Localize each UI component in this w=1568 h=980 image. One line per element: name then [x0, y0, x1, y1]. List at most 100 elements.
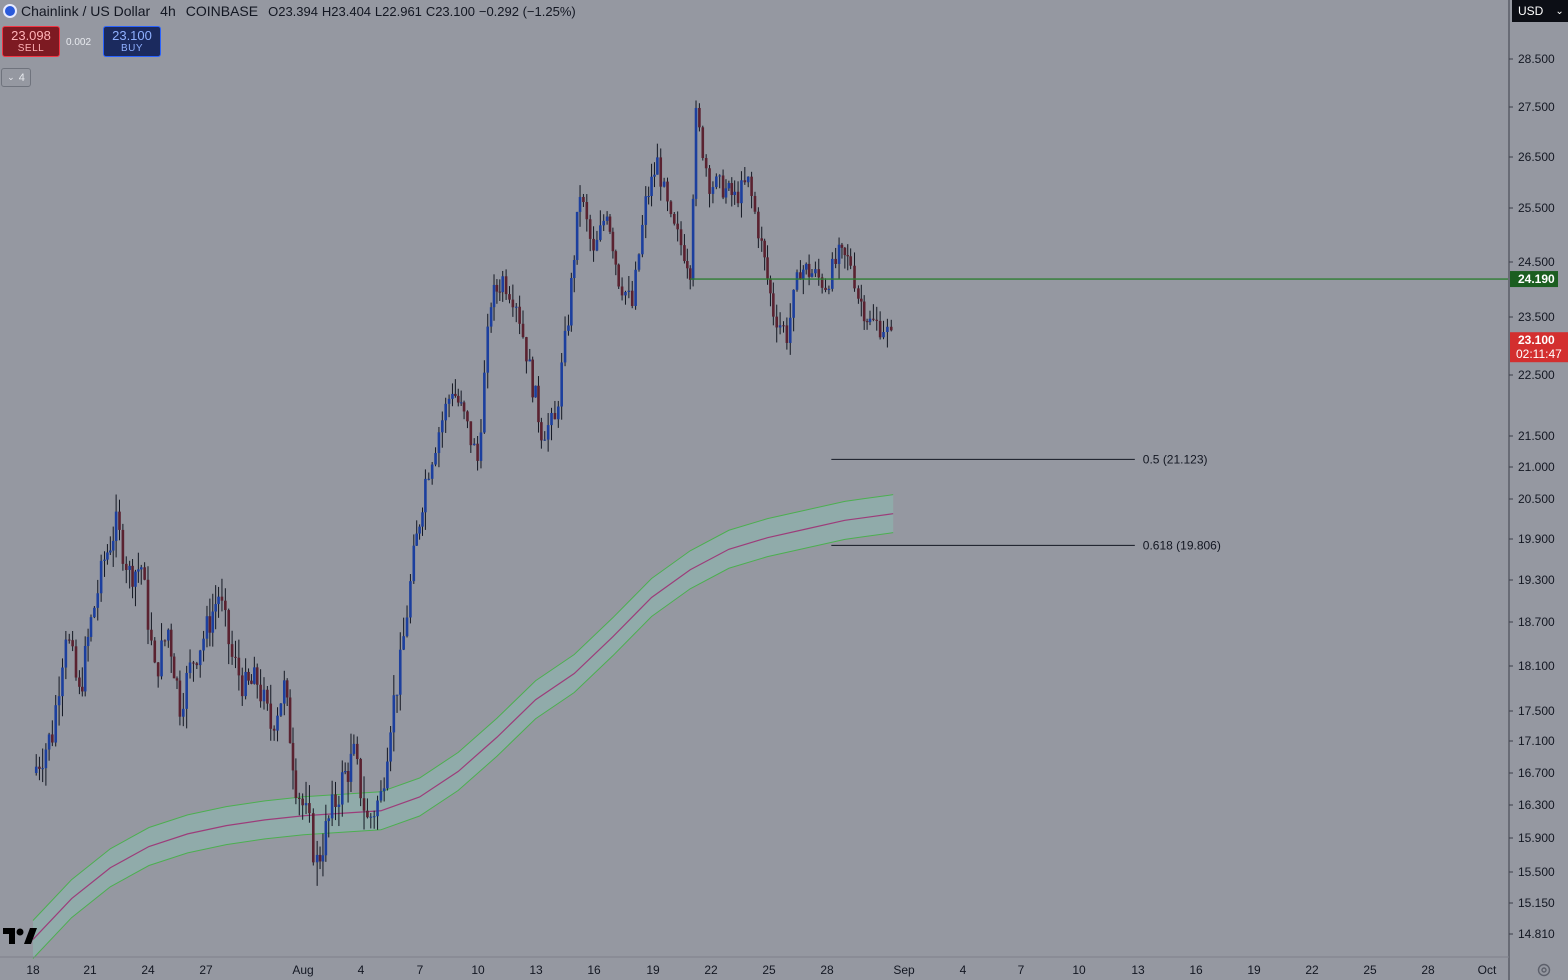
time-tick-label: 19 — [1247, 963, 1261, 977]
candle-body — [875, 319, 879, 321]
candle-body — [469, 421, 473, 446]
candle-body — [504, 276, 508, 295]
candle-body — [441, 420, 444, 433]
sell-price: 23.098 — [11, 28, 51, 43]
candle-body — [611, 231, 615, 252]
candle-body — [402, 636, 405, 650]
time-tick-label: 24 — [141, 963, 155, 977]
candle-body — [489, 307, 493, 327]
candle-body — [878, 320, 882, 338]
candle-body — [807, 263, 811, 277]
candle-body — [198, 650, 202, 666]
interval-label[interactable]: 4h — [160, 3, 176, 19]
currency-label: USD — [1518, 4, 1544, 18]
candle-body — [459, 402, 463, 404]
price-tick-label: 27.500 — [1518, 100, 1555, 114]
candle-body — [427, 478, 431, 480]
candle-body — [61, 667, 64, 697]
candle-body — [620, 286, 624, 296]
drawn-levels[interactable]: 0.5 (21.123) 0.618 (19.806) — [690, 278, 1508, 552]
indicators-count: 4 — [18, 71, 25, 84]
candle-body — [175, 678, 179, 681]
candle-body — [369, 816, 373, 818]
candle-body — [466, 411, 469, 422]
price-tick-label: 16.300 — [1518, 798, 1555, 812]
candle-body — [447, 398, 451, 404]
price-axis[interactable]: 28.500 27.500 26.500 25.500 24.500 23.500 22.5… — [1508, 0, 1568, 980]
candle-body — [334, 794, 337, 807]
time-tick-label: 25 — [762, 963, 776, 977]
candle-body — [799, 272, 802, 280]
candle-body — [279, 703, 283, 716]
candle-body — [355, 743, 359, 760]
chart-legend: Chainlink / US Dollar 4h COINBASE O23.39… — [0, 0, 576, 22]
settings-gear-icon[interactable] — [1536, 962, 1552, 978]
candle-body — [711, 187, 715, 194]
candle-body — [285, 680, 289, 698]
candle-body — [859, 298, 863, 302]
price-tick-label: 25.500 — [1518, 201, 1555, 215]
tradingview-logo-icon[interactable] — [3, 926, 37, 946]
candle-body — [656, 157, 659, 175]
candle-body — [227, 610, 231, 645]
candle-body — [382, 788, 386, 792]
price-tick-label: 21.500 — [1518, 429, 1555, 443]
candle-body — [495, 284, 499, 292]
candle-body — [830, 258, 834, 289]
candle-body — [534, 385, 537, 398]
candle-body — [259, 684, 262, 702]
candle-body — [150, 629, 153, 641]
indicators-toggle-button[interactable]: ⌄ 4 — [1, 68, 31, 87]
candle-body — [882, 332, 885, 338]
candle-body — [599, 225, 602, 240]
time-tick-label: 10 — [1072, 963, 1086, 977]
candle-body — [208, 616, 212, 633]
price-tick-label: 18.100 — [1518, 659, 1555, 673]
candle-body — [205, 616, 209, 639]
candle-body — [769, 278, 772, 294]
sell-button[interactable]: 23.098 SELL — [2, 26, 60, 57]
current-price-label: 23.100 — [1518, 333, 1555, 347]
buy-button[interactable]: 23.100 BUY — [103, 26, 161, 57]
candle-body — [38, 766, 41, 769]
candle-body — [715, 176, 718, 188]
candle-body — [746, 176, 750, 183]
candle-body — [131, 565, 134, 587]
candle-body — [721, 175, 725, 198]
time-tick-label: 7 — [1018, 963, 1025, 977]
candle-body — [795, 272, 799, 290]
candle-body — [57, 696, 61, 706]
candle-body — [492, 284, 496, 308]
low-value: L22.961 — [374, 3, 422, 19]
candle-body — [634, 269, 637, 306]
candle-body — [788, 317, 792, 343]
candle-body — [757, 211, 760, 239]
candle-body — [853, 265, 856, 289]
price-tick-label: 21.000 — [1518, 460, 1555, 474]
candle-body — [392, 695, 396, 733]
candle-body — [134, 571, 137, 587]
time-tick-label: Oct — [1478, 963, 1497, 977]
candle-body — [694, 107, 698, 199]
time-axis[interactable]: 18 21 24 27 Aug 4 7 10 13 16 19 22 25 28 Sep 4 7 10 13 16 19… — [0, 956, 1509, 977]
candle-body — [44, 749, 48, 769]
candle-body — [810, 273, 814, 277]
candle-body — [630, 290, 634, 306]
candle-body — [662, 181, 666, 187]
candle-body — [531, 359, 534, 398]
candle-body — [802, 269, 805, 280]
candle-body — [247, 671, 250, 681]
fib-level-label: 0.618 (19.806) — [1143, 538, 1221, 552]
candle-body — [724, 188, 728, 198]
symbol-name[interactable]: Chainlink / US Dollar — [21, 3, 151, 19]
candle-body — [567, 325, 570, 331]
candle-body — [202, 638, 205, 651]
candle-body — [340, 772, 344, 805]
band-lower-line — [32, 532, 894, 959]
currency-selector[interactable]: USD ⌄ — [1512, 0, 1568, 22]
band-upper-line — [32, 494, 894, 921]
candle-body — [686, 261, 689, 269]
candle-body — [315, 854, 319, 863]
candle-body — [276, 715, 279, 731]
